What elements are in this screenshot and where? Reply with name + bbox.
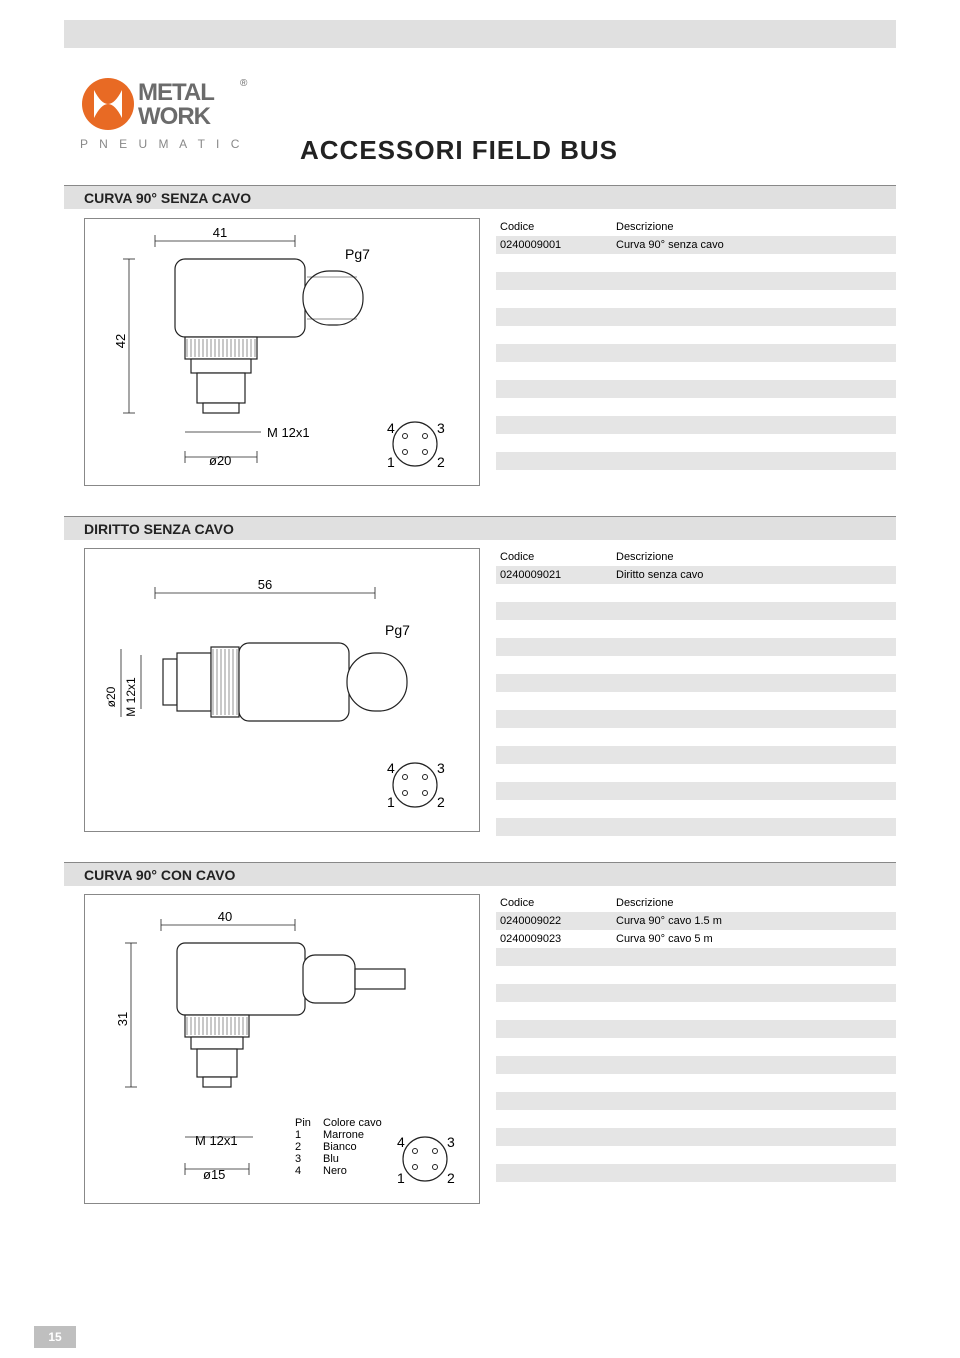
spec-table-1: CodiceDescrizione 0240009001Curva 90° se…: [496, 218, 896, 488]
svg-text:40: 40: [218, 909, 232, 924]
svg-text:P N E U M A T I C: P N E U M A T I C: [80, 137, 243, 151]
pin-num: 1: [295, 1129, 323, 1141]
svg-text:M 12x1: M 12x1: [195, 1133, 238, 1148]
top-bar: [64, 20, 896, 48]
cell-desc: Diritto senza cavo: [616, 569, 896, 581]
col-header-descrizione: Descrizione: [616, 897, 896, 909]
svg-text:2: 2: [437, 454, 445, 470]
pin-color-table: PinColore cavo 1Marrone 2Bianco 3Blu 4Ne…: [295, 1117, 383, 1177]
brand-logo: METAL WORK ® P N E U M A T I C: [80, 70, 280, 160]
svg-text:ø20: ø20: [209, 453, 231, 468]
svg-text:WORK: WORK: [138, 103, 212, 130]
svg-text:ø20: ø20: [104, 686, 118, 707]
svg-text:4: 4: [387, 420, 395, 436]
pin-color: Nero: [323, 1165, 383, 1177]
section-header-2: DIRITTO SENZA CAVO: [64, 516, 896, 540]
svg-text:1: 1: [387, 794, 395, 810]
col-header-codice: Codice: [496, 897, 616, 909]
section-header-1: CURVA 90° SENZA CAVO: [64, 185, 896, 209]
pin-num: 2: [295, 1141, 323, 1153]
cell-code: 0240009001: [496, 239, 616, 251]
pin-header-color: Colore cavo: [323, 1117, 383, 1129]
svg-text:®: ®: [240, 78, 248, 89]
pin-num: 3: [295, 1153, 323, 1165]
figure-2: 56 Pg7 ø20 M 12x1 4 3 1 2: [84, 548, 480, 832]
figure-3: 40 31 M 12x1 ø15: [84, 894, 480, 1204]
svg-text:M 12x1: M 12x1: [124, 677, 138, 717]
col-header-codice: Codice: [496, 551, 616, 563]
svg-text:1: 1: [397, 1170, 405, 1186]
cell-desc: Curva 90° cavo 1.5 m: [616, 915, 896, 927]
cell-desc: Curva 90° senza cavo: [616, 239, 896, 251]
svg-text:31: 31: [115, 1012, 130, 1026]
svg-text:3: 3: [447, 1134, 455, 1150]
figure-1: 41 Pg7 42 M 12x1 ø20: [84, 218, 480, 486]
svg-text:M 12x1: M 12x1: [267, 425, 310, 440]
svg-text:56: 56: [258, 577, 272, 592]
col-header-codice: Codice: [496, 221, 616, 233]
cell-code: 0240009022: [496, 915, 616, 927]
spec-table-2: CodiceDescrizione 0240009021Diritto senz…: [496, 548, 896, 836]
pin-num: 4: [295, 1165, 323, 1177]
page-number: 15: [34, 1326, 76, 1348]
svg-text:4: 4: [387, 760, 395, 776]
pin-color: Bianco: [323, 1141, 383, 1153]
col-header-descrizione: Descrizione: [616, 221, 896, 233]
cell-code: 0240009023: [496, 933, 616, 945]
svg-text:4: 4: [397, 1134, 405, 1150]
svg-text:3: 3: [437, 420, 445, 436]
svg-text:41: 41: [213, 225, 227, 240]
svg-text:1: 1: [387, 454, 395, 470]
col-header-descrizione: Descrizione: [616, 551, 896, 563]
page-title: ACCESSORI FIELD BUS: [300, 135, 618, 166]
svg-text:3: 3: [437, 760, 445, 776]
pin-header-pin: Pin: [295, 1117, 323, 1129]
svg-text:2: 2: [437, 794, 445, 810]
pin-color: Marrone: [323, 1129, 383, 1141]
spec-table-3: CodiceDescrizione 0240009022Curva 90° ca…: [496, 894, 896, 1200]
svg-text:Pg7: Pg7: [345, 246, 370, 262]
cell-desc: Curva 90° cavo 5 m: [616, 933, 896, 945]
svg-text:Pg7: Pg7: [385, 622, 410, 638]
cell-code: 0240009021: [496, 569, 616, 581]
pin-color: Blu: [323, 1153, 383, 1165]
svg-text:METAL: METAL: [138, 79, 214, 106]
svg-text:42: 42: [113, 334, 128, 348]
svg-text:2: 2: [447, 1170, 455, 1186]
section-header-3: CURVA 90° CON CAVO: [64, 862, 896, 886]
